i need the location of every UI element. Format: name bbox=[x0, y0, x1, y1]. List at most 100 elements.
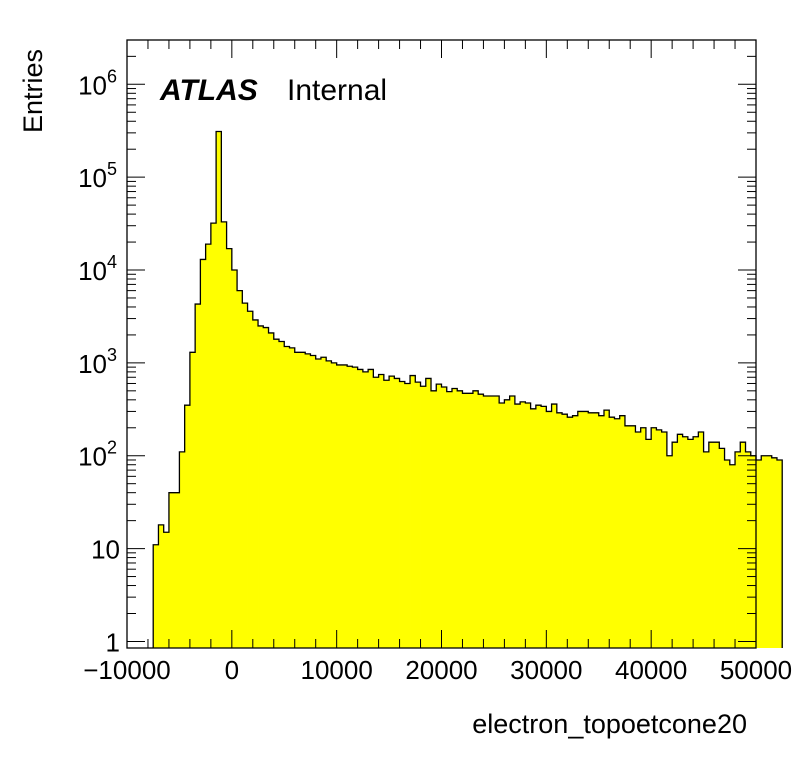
histogram-bar bbox=[771, 457, 778, 648]
histogram-bar bbox=[593, 412, 600, 648]
histogram-bar bbox=[651, 427, 657, 648]
histogram-bar bbox=[294, 352, 301, 648]
histogram-bar bbox=[231, 270, 238, 648]
histogram-bar bbox=[221, 221, 227, 648]
histogram-bar bbox=[677, 434, 684, 648]
histogram-bar bbox=[729, 464, 736, 648]
histogram-bar bbox=[315, 359, 322, 648]
x-tick-label: 10000 bbox=[301, 655, 373, 685]
histogram-bar bbox=[740, 442, 746, 648]
histogram-bar bbox=[572, 415, 579, 648]
histogram-bar bbox=[499, 402, 505, 648]
histogram-bar bbox=[446, 391, 453, 648]
histogram-bar bbox=[698, 432, 704, 648]
histogram-bar bbox=[420, 386, 427, 648]
histogram-bar bbox=[305, 353, 311, 648]
y-tick-label: 102 bbox=[78, 438, 117, 472]
histogram-bar bbox=[242, 303, 248, 648]
histogram-bar bbox=[252, 319, 259, 648]
histogram-bar bbox=[268, 332, 275, 648]
histogram-bar bbox=[666, 455, 673, 648]
x-tick-label: 0 bbox=[225, 655, 239, 685]
x-tick-label: 20000 bbox=[405, 655, 477, 685]
histogram-bar bbox=[347, 366, 353, 648]
histogram-bar bbox=[504, 399, 511, 648]
histogram-bar bbox=[614, 418, 621, 648]
y-tick-label: 1 bbox=[106, 627, 120, 657]
histogram-bar bbox=[352, 367, 359, 648]
histogram-bar bbox=[719, 448, 725, 648]
histogram-bar bbox=[357, 369, 364, 648]
x-tick-label: 30000 bbox=[510, 655, 582, 685]
histogram-bar bbox=[635, 432, 642, 648]
histogram-bar bbox=[776, 459, 783, 648]
x-tick-label: 50000 bbox=[720, 655, 792, 685]
histogram-bar bbox=[551, 404, 558, 648]
histogram-bar bbox=[535, 405, 542, 648]
internal-label: Internal bbox=[287, 74, 387, 107]
histogram-bars bbox=[153, 131, 783, 649]
histogram-bar bbox=[562, 414, 568, 648]
histogram-bar bbox=[745, 451, 752, 648]
histogram-bar bbox=[394, 378, 400, 648]
histogram-bar bbox=[488, 395, 495, 648]
plot-frame bbox=[126, 39, 757, 649]
histogram-bar bbox=[279, 341, 285, 648]
histogram-bar bbox=[368, 369, 374, 648]
y-tick-label: 106 bbox=[78, 66, 117, 100]
histogram-bar bbox=[331, 362, 338, 648]
histogram-bar bbox=[425, 378, 432, 648]
histogram-bar bbox=[174, 492, 180, 648]
histogram-bar bbox=[619, 415, 626, 648]
histogram-bar bbox=[210, 223, 217, 649]
histogram-bar bbox=[247, 311, 254, 648]
y-tick-label: 10 bbox=[91, 535, 120, 565]
histogram-bar bbox=[661, 432, 668, 648]
histogram-bar bbox=[362, 371, 369, 648]
histogram-bar bbox=[163, 532, 170, 648]
histogram-bar bbox=[179, 451, 186, 648]
histogram-bar bbox=[598, 415, 605, 648]
histogram-bar bbox=[672, 442, 678, 648]
histogram-bar bbox=[373, 377, 379, 648]
histogram-bar bbox=[556, 412, 563, 648]
histogram-bar bbox=[284, 346, 290, 648]
histogram-bar bbox=[645, 439, 652, 648]
histogram-bar bbox=[415, 382, 421, 648]
histogram-bar bbox=[708, 442, 715, 648]
histogram-bar bbox=[189, 352, 196, 648]
histogram-bar bbox=[546, 411, 552, 648]
histogram-bar bbox=[320, 357, 327, 648]
histogram-bar bbox=[237, 290, 243, 648]
histogram-bar bbox=[399, 381, 406, 648]
histogram-bar bbox=[195, 304, 201, 648]
x-tick-label: 40000 bbox=[615, 655, 687, 685]
histogram-bar bbox=[541, 406, 547, 648]
histogram-bar bbox=[756, 459, 762, 648]
x-tick-label: −10000 bbox=[83, 655, 170, 685]
histogram-bar bbox=[389, 376, 395, 648]
histogram-bar bbox=[624, 425, 631, 648]
histogram-bar bbox=[609, 417, 615, 648]
histogram-bar bbox=[520, 401, 526, 648]
y-tick-label: 105 bbox=[78, 159, 117, 193]
histogram-bar bbox=[693, 436, 699, 648]
atlas-label: ATLAS bbox=[159, 74, 258, 107]
histogram-bar bbox=[436, 384, 442, 648]
histogram-bar bbox=[525, 402, 532, 648]
histogram-bar bbox=[326, 360, 332, 648]
histogram-bar bbox=[588, 412, 594, 648]
histogram-bar bbox=[431, 390, 437, 648]
histogram-bar bbox=[200, 259, 207, 648]
tick-labels: −10000 0 10000 20000 30000 40000 50000 1 10 102 10… bbox=[78, 66, 792, 685]
histogram-bar bbox=[530, 408, 537, 648]
histogram-bar bbox=[761, 455, 767, 648]
histogram-bar bbox=[472, 390, 479, 648]
histogram-bar bbox=[577, 411, 584, 648]
y-axis-title: Entries bbox=[18, 49, 48, 133]
histogram-bar bbox=[226, 248, 233, 648]
histogram-bar bbox=[168, 492, 175, 648]
histogram-bar bbox=[383, 380, 390, 648]
histogram-bar bbox=[341, 364, 348, 648]
